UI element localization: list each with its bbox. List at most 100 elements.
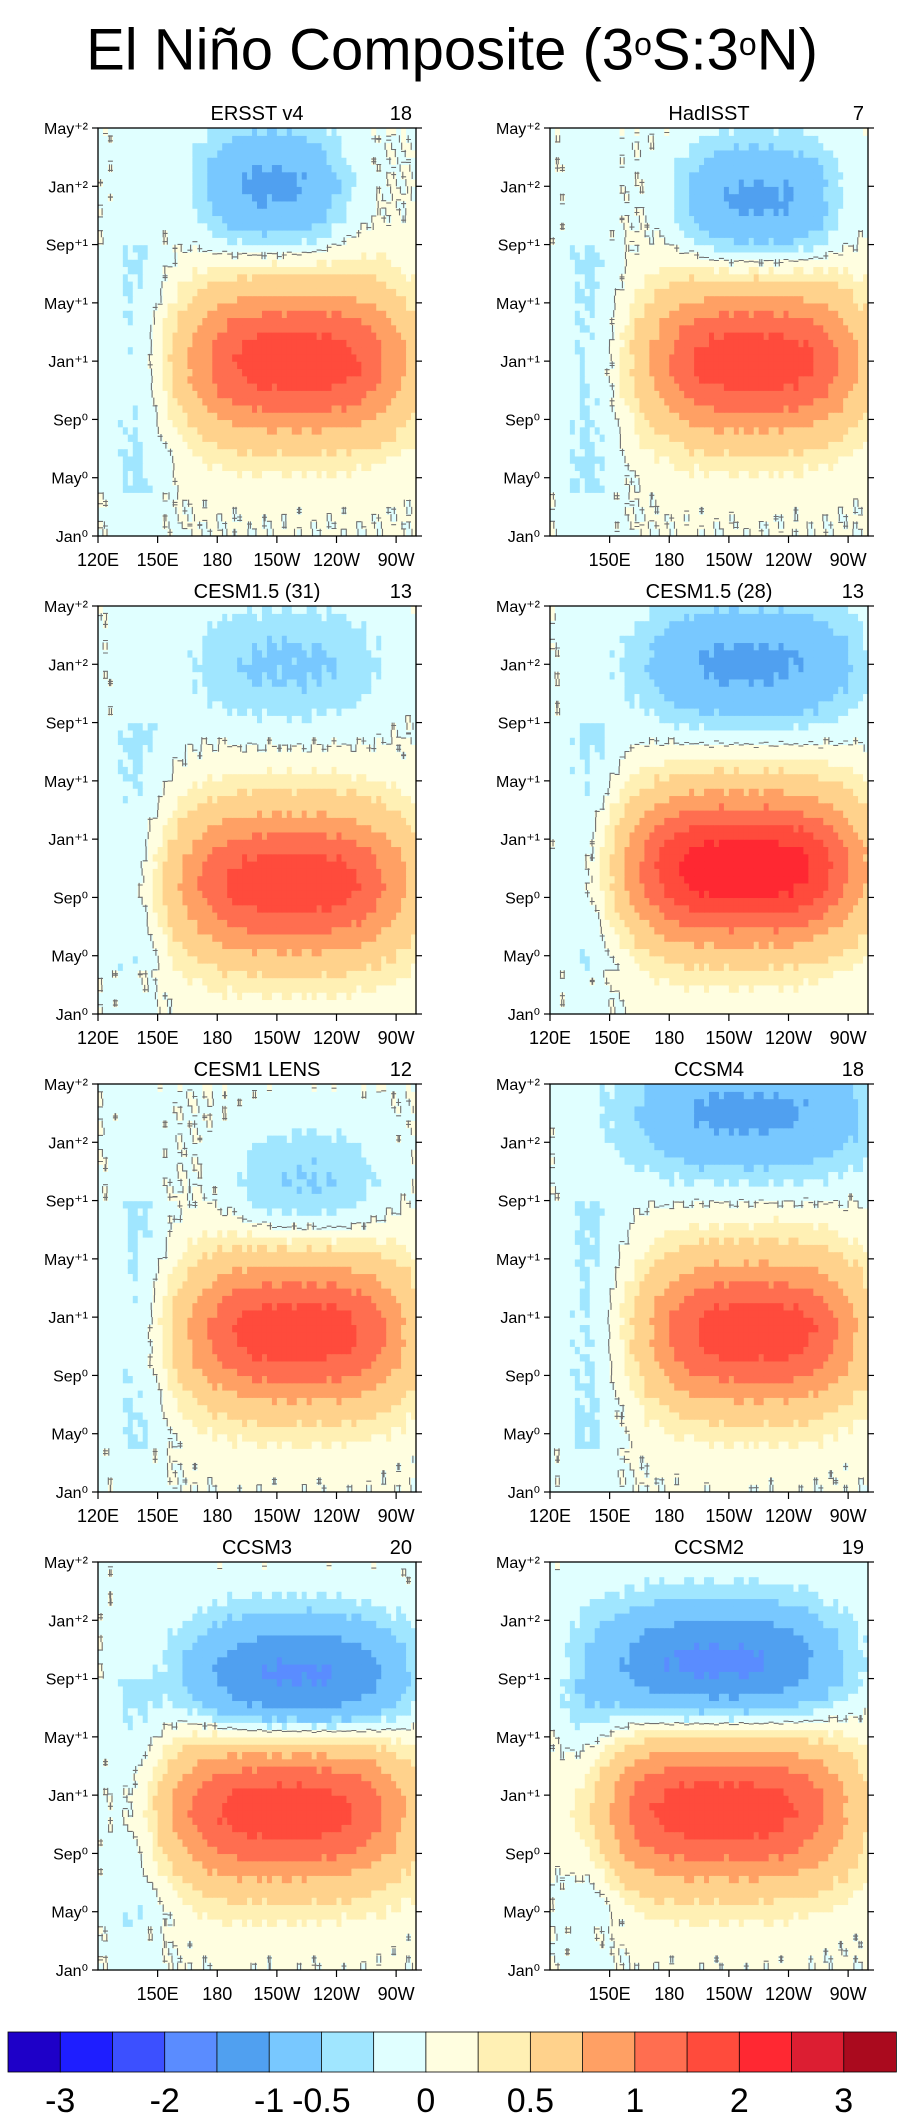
- heatmap-cell: [401, 441, 407, 450]
- heatmap-cell: [172, 448, 179, 457]
- heatmap-cell: [202, 288, 208, 297]
- heatmap-cell: [763, 514, 770, 523]
- heatmap-cell: [634, 434, 641, 442]
- heatmap-cell: [778, 448, 785, 457]
- heatmap-cell: [574, 412, 581, 421]
- heatmap-cell: [853, 528, 859, 537]
- heatmap-cell: [167, 375, 174, 384]
- heatmap-cell: [391, 361, 397, 370]
- heatmap-cell: [102, 135, 109, 144]
- heatmap-cell: [808, 390, 814, 399]
- heatmap-cell: [147, 492, 154, 501]
- heatmap-cell: [112, 448, 119, 457]
- heatmap-cell: [137, 259, 144, 268]
- heatmap-cell: [396, 237, 402, 246]
- heatmap-cell: [381, 317, 387, 326]
- heatmap-cell: [117, 281, 124, 289]
- heatmap-cell: [823, 448, 829, 457]
- heatmap-cell: [644, 521, 650, 530]
- heatmap-cell: [311, 375, 318, 384]
- heatmap-cell: [281, 419, 288, 428]
- heatmap-cell: [142, 215, 149, 224]
- heatmap-cell: [321, 324, 328, 333]
- heatmap-cell: [137, 477, 144, 486]
- heatmap-cell: [137, 266, 144, 275]
- heatmap-cell: [98, 310, 104, 319]
- heatmap-cell: [192, 521, 198, 530]
- heatmap-cell: [142, 128, 149, 136]
- heatmap-cell: [242, 288, 248, 297]
- heatmap-cell: [182, 339, 189, 348]
- heatmap-cell: [237, 230, 243, 238]
- heatmap-cell: [624, 506, 631, 515]
- heatmap-cell: [778, 390, 785, 399]
- heatmap-cell: [609, 434, 616, 442]
- heatmap-cell: [371, 361, 377, 370]
- title-degree-1: o: [634, 26, 652, 62]
- heatmap-cell: [232, 171, 238, 180]
- heatmap-cell: [187, 404, 194, 413]
- heatmap-cell: [346, 244, 353, 253]
- heatmap-cell: [316, 346, 323, 355]
- heatmap-cell: [142, 317, 149, 326]
- heatmap-cell: [112, 295, 119, 304]
- heatmap-cell: [728, 492, 735, 501]
- heatmap-cell: [818, 485, 824, 493]
- heatmap-cell: [316, 266, 323, 275]
- heatmap-cell: [639, 426, 646, 435]
- heatmap-cell: [649, 477, 655, 486]
- heatmap-cell: [788, 455, 795, 464]
- heatmap-cell: [147, 273, 154, 282]
- heatmap-cell: [132, 310, 139, 319]
- heatmap-cell: [723, 412, 730, 421]
- heatmap-cell: [848, 390, 854, 399]
- heatmap-cell: [197, 179, 203, 187]
- heatmap-cell: [281, 412, 288, 421]
- heatmap-cell: [266, 339, 273, 348]
- heatmap-cell: [704, 492, 710, 501]
- heatmap-cell: [281, 128, 288, 136]
- heatmap-cell: [207, 179, 213, 187]
- heatmap-cell: [604, 397, 611, 406]
- heatmap-cell: [207, 514, 213, 523]
- heatmap-cell: [98, 193, 104, 202]
- heatmap-cell: [709, 477, 715, 486]
- heatmap-cell: [679, 463, 685, 472]
- heatmap-cell: [232, 295, 238, 304]
- heatmap-cell: [629, 434, 636, 442]
- heatmap-cell: [838, 397, 844, 406]
- heatmap-cell: [336, 266, 343, 275]
- heatmap-cell: [694, 441, 700, 450]
- x-tick-label: 150E: [137, 550, 179, 570]
- heatmap-cell: [659, 390, 665, 399]
- heatmap-cell: [222, 149, 228, 158]
- heatmap-cell: [212, 470, 218, 479]
- heatmap-cell: [381, 492, 387, 501]
- heatmap-cell: [316, 208, 323, 217]
- heatmap-cell: [276, 368, 283, 377]
- heatmap-cell: [157, 514, 164, 523]
- heatmap-cell: [664, 412, 670, 421]
- heatmap-cell: [326, 455, 333, 464]
- heatmap-cell: [182, 368, 189, 377]
- heatmap-cell: [386, 200, 392, 209]
- heatmap-cell: [361, 251, 367, 260]
- heatmap-cell: [654, 397, 660, 406]
- heatmap-cell: [172, 200, 179, 209]
- heatmap-cell: [142, 288, 149, 297]
- heatmap-cell: [217, 171, 223, 180]
- heatmap-cell: [276, 302, 283, 311]
- heatmap-cell: [386, 346, 392, 355]
- heatmap-cell: [694, 521, 700, 530]
- heatmap-cell: [122, 419, 129, 428]
- heatmap-cell: [401, 506, 407, 515]
- heatmap-cell: [276, 412, 283, 421]
- heatmap-cell: [381, 281, 387, 289]
- heatmap-cell: [291, 368, 298, 377]
- heatmap-cell: [386, 390, 392, 399]
- heatmap-cell: [381, 251, 387, 260]
- heatmap-cell: [376, 222, 382, 231]
- heatmap-cell: [306, 200, 313, 209]
- heatmap-cell: [679, 434, 685, 442]
- heatmap-cell: [127, 208, 134, 217]
